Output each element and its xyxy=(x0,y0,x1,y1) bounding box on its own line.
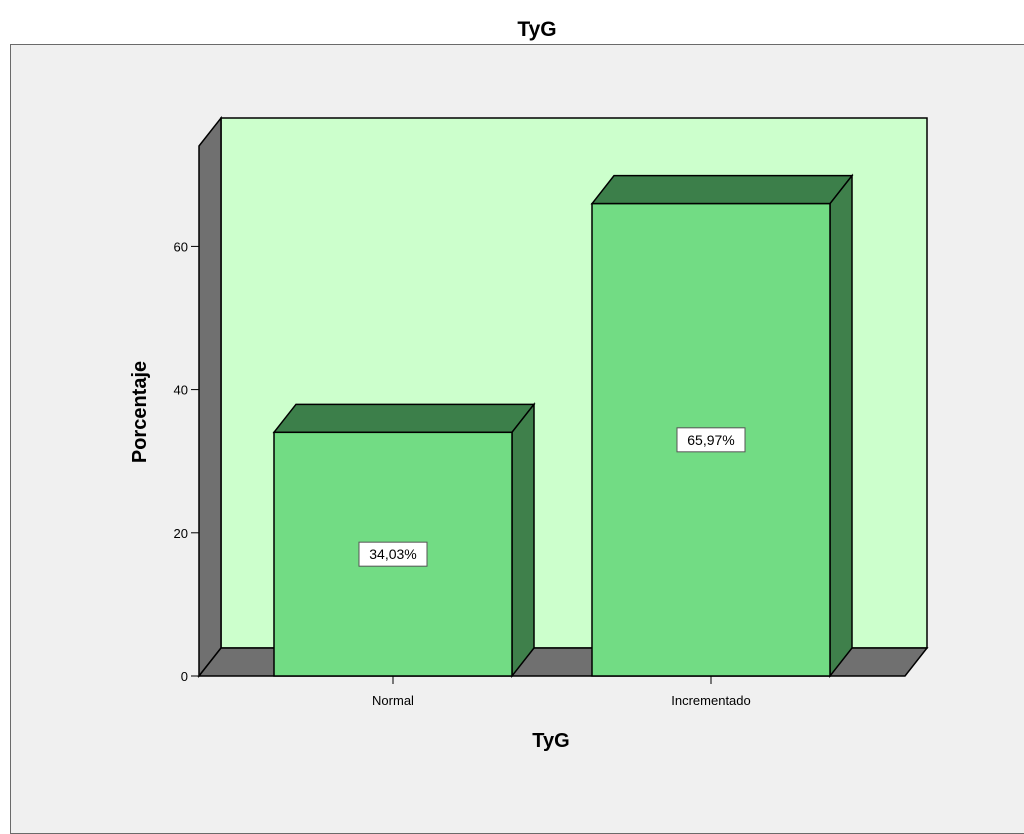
x-tick-label: Incrementado xyxy=(671,693,751,708)
data-label-box xyxy=(358,541,428,567)
bars: 34,03% 65,97% xyxy=(272,173,854,679)
x-axis-title: TyG xyxy=(532,730,569,752)
bar: 34,03% xyxy=(272,402,536,679)
y-tick-label: 0 xyxy=(181,669,188,684)
x-tick-label: Normal xyxy=(372,693,414,708)
side-wall xyxy=(198,115,222,679)
bar-side xyxy=(829,173,853,679)
y-tick-label: 20 xyxy=(174,526,188,541)
data-label: 65,97% xyxy=(687,432,734,448)
bar-side xyxy=(511,402,535,679)
data-label: 34,03% xyxy=(369,546,416,562)
bar-top xyxy=(590,174,854,205)
bar: 65,97% xyxy=(590,173,854,679)
x-axis: Normal Incrementado xyxy=(372,676,751,708)
data-label-box xyxy=(676,427,746,453)
y-axis-title: Porcentaje xyxy=(129,361,151,463)
bar-top xyxy=(272,403,536,434)
y-axis: 0 20 40 60 xyxy=(174,146,200,684)
y-tick-label: 40 xyxy=(174,383,188,398)
y-tick-label: 60 xyxy=(174,239,188,254)
chart-title: TyG xyxy=(517,18,557,41)
